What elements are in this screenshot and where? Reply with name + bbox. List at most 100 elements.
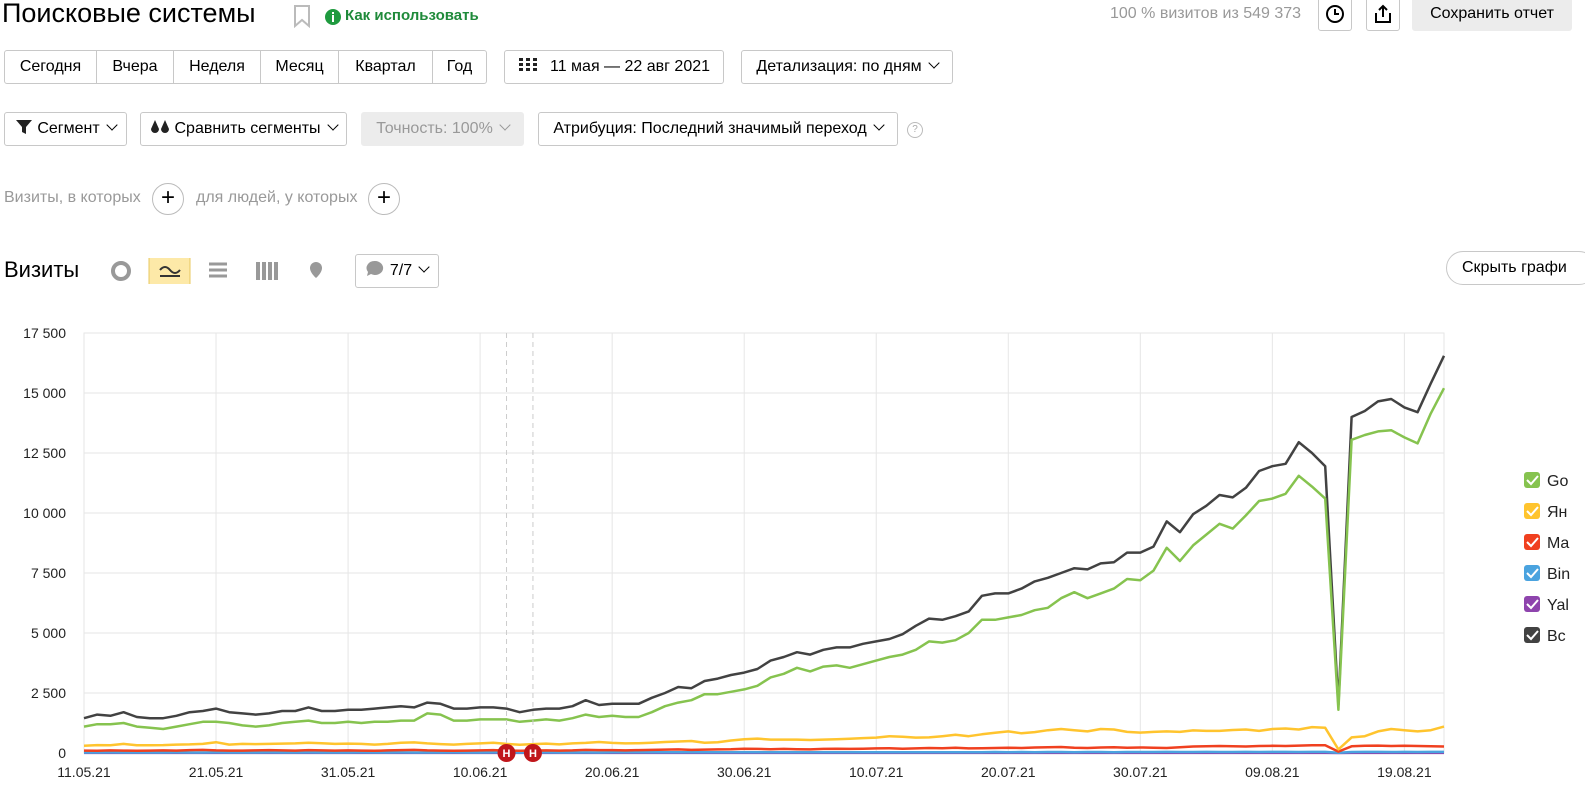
period-button[interactable]: Квартал bbox=[339, 51, 433, 83]
pie-icon[interactable] bbox=[111, 261, 131, 281]
segment-label: Сегмент bbox=[37, 120, 100, 137]
y-tick-label: 10 000 bbox=[23, 505, 66, 521]
detail-label: Детализация: по дням bbox=[756, 58, 922, 75]
visits-condition: Визиты, в которых bbox=[4, 189, 141, 206]
period-button[interactable]: Неделя bbox=[174, 51, 261, 83]
note-label: Н bbox=[529, 748, 537, 760]
period-button[interactable]: Сегодня bbox=[5, 51, 97, 83]
plot-area bbox=[83, 332, 1445, 754]
legend-checkbox bbox=[1524, 627, 1540, 643]
report-title: Поисковые системы bbox=[2, 0, 256, 28]
area-icon[interactable] bbox=[209, 262, 227, 278]
legend-item[interactable]: Ma bbox=[1524, 534, 1569, 552]
date-picker[interactable]: 11 мая — 22 авг 2021 bbox=[504, 50, 724, 84]
x-tick-label: 30.07.21 bbox=[1113, 764, 1168, 780]
x-tick-label: 10.07.21 bbox=[849, 764, 904, 780]
chart-title: Визиты bbox=[4, 257, 80, 282]
chart-type-icons bbox=[111, 258, 322, 284]
legend-item[interactable]: Go bbox=[1524, 472, 1568, 490]
legend-label: Ян bbox=[1547, 504, 1567, 521]
x-tick-label: 20.07.21 bbox=[981, 764, 1036, 780]
legend-check bbox=[1526, 537, 1539, 548]
legend-label: Вс bbox=[1547, 628, 1566, 645]
series-line bbox=[83, 387, 1446, 731]
line-icon-active[interactable] bbox=[148, 258, 191, 284]
notes-dropdown[interactable]: 7/7 bbox=[355, 254, 439, 288]
compare-icon bbox=[151, 120, 170, 133]
export-button[interactable] bbox=[1366, 0, 1400, 31]
legend-checkbox bbox=[1524, 534, 1540, 550]
legend-item[interactable]: Вс bbox=[1524, 627, 1566, 645]
legend-checkbox bbox=[1524, 596, 1540, 612]
series-line bbox=[83, 355, 1446, 720]
y-tick-label: 17 500 bbox=[23, 325, 66, 341]
attribution-label: Атрибуция: Последний значимый переход bbox=[553, 120, 867, 137]
save-button[interactable]: Сохранить отчет bbox=[1412, 0, 1572, 31]
accuracy-dropdown[interactable]: Точность: 100% bbox=[361, 112, 524, 146]
add-people-condition[interactable]: + bbox=[368, 183, 400, 215]
series-line bbox=[83, 725, 1445, 751]
compare-label: Сравнить сегменты bbox=[174, 120, 321, 137]
y-tick-label: 2 500 bbox=[31, 685, 66, 701]
comment-icon bbox=[366, 260, 383, 276]
legend-check bbox=[1526, 599, 1539, 610]
x-tick-label: 20.06.21 bbox=[585, 764, 640, 780]
x-tick-label: 11.05.21 bbox=[57, 764, 111, 780]
legend-item[interactable]: Ян bbox=[1524, 503, 1567, 521]
notes-count: 7/7 bbox=[389, 262, 413, 279]
legend-label: Bin bbox=[1547, 566, 1570, 583]
x-tick-label: 21.05.21 bbox=[189, 764, 244, 780]
legend-label: Yal bbox=[1547, 597, 1569, 614]
period-button[interactable]: Месяц bbox=[261, 51, 339, 83]
legend-checkbox bbox=[1524, 565, 1540, 581]
y-tick-label: 12 500 bbox=[23, 445, 66, 461]
period-group: Сегодня Вчера Неделя Месяц Квартал Год bbox=[4, 50, 487, 84]
legend-item[interactable]: Bin bbox=[1524, 565, 1570, 583]
segment-dropdown[interactable]: Сегмент bbox=[4, 112, 127, 146]
note-marker[interactable] bbox=[497, 744, 516, 762]
x-tick-label: 09.08.21 bbox=[1245, 764, 1300, 780]
legend-label: Go bbox=[1547, 473, 1568, 490]
legend-checkbox bbox=[1524, 503, 1540, 519]
legend-checkbox bbox=[1524, 472, 1540, 488]
x-tick-label: 31.05.21 bbox=[321, 764, 376, 780]
info-icon bbox=[325, 9, 341, 25]
x-tick-label: 19.08.21 bbox=[1377, 764, 1432, 780]
help-icon[interactable]: ? bbox=[907, 122, 923, 138]
detail-dropdown[interactable]: Детализация: по дням bbox=[741, 50, 953, 84]
series-line bbox=[83, 744, 1445, 753]
share-icon bbox=[1375, 4, 1391, 23]
legend-label: Ma bbox=[1547, 535, 1569, 552]
accuracy-label: Точность: 100% bbox=[376, 120, 493, 137]
note-marker[interactable] bbox=[523, 744, 542, 762]
x-tick-label: 10.06.21 bbox=[453, 764, 508, 780]
filter-icon bbox=[16, 120, 33, 134]
legend-check bbox=[1526, 630, 1539, 641]
note-label: Н bbox=[503, 748, 511, 760]
bar-icon[interactable] bbox=[256, 262, 278, 280]
add-visit-condition[interactable]: + bbox=[152, 183, 184, 215]
x-tick-label: 30.06.21 bbox=[717, 764, 772, 780]
legend-check bbox=[1526, 475, 1539, 486]
y-tick-label: 15 000 bbox=[23, 385, 66, 401]
hide-chart-button[interactable]: Скрыть графи bbox=[1446, 251, 1585, 285]
y-tick-label: 0 bbox=[58, 745, 66, 761]
compare-dropdown[interactable]: Сравнить сегменты bbox=[140, 112, 347, 146]
people-condition: для людей, у которых bbox=[196, 189, 358, 206]
date-range: 11 мая — 22 авг 2021 bbox=[549, 58, 711, 75]
legend-check bbox=[1526, 568, 1539, 579]
period-button[interactable]: Вчера bbox=[97, 51, 174, 83]
period-button[interactable]: Год bbox=[446, 58, 473, 75]
help-link[interactable]: Как использовать bbox=[345, 7, 479, 24]
y-tick-label: 7 500 bbox=[31, 565, 66, 581]
history-button[interactable] bbox=[1318, 0, 1352, 31]
legend-item[interactable]: Yal bbox=[1524, 596, 1569, 614]
clock-icon bbox=[1326, 5, 1344, 23]
series-line bbox=[84, 750, 1444, 755]
visits-share: 100 % визитов из 549 373 bbox=[1110, 5, 1302, 22]
bookmark-icon[interactable] bbox=[292, 4, 312, 28]
map-icon[interactable] bbox=[310, 262, 322, 278]
attribution-dropdown[interactable]: Атрибуция: Последний значимый переход bbox=[538, 112, 898, 146]
